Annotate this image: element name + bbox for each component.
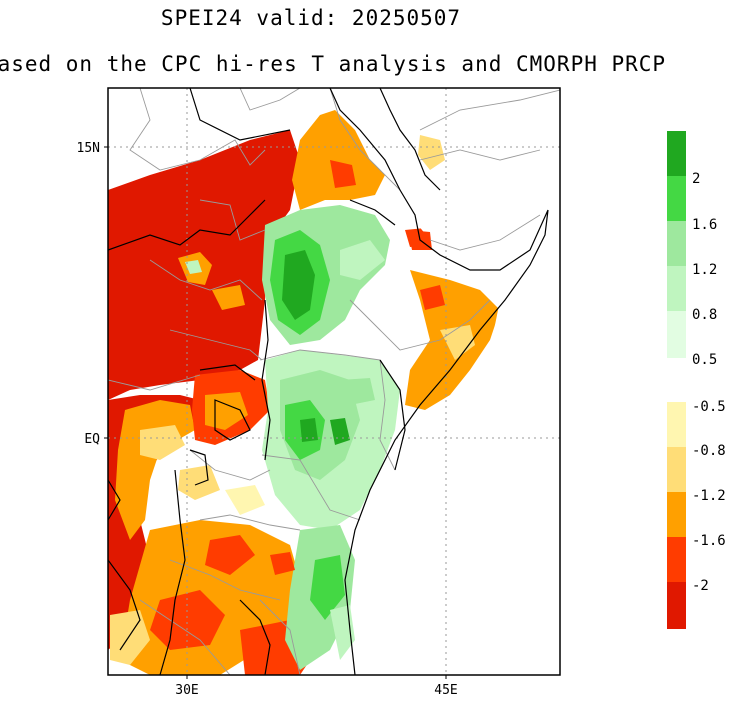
lat-tick-eq: EQ xyxy=(84,432,100,447)
colorbar-swatch-2 xyxy=(667,176,686,221)
colorbar-swatch-neg-0-5 xyxy=(667,402,686,447)
colorbar-positive xyxy=(667,131,686,358)
colorbar-label-neg-1-6: -1.6 xyxy=(692,533,726,549)
colorbar-swatch-1-6 xyxy=(667,221,686,266)
colorbar-label-0-8: 0.8 xyxy=(692,307,717,323)
colorbar-swatch-1-2 xyxy=(667,266,686,311)
map-gridlines xyxy=(108,88,560,675)
colorbar-swatch-neg-0-8 xyxy=(667,447,686,492)
colorbar-swatch-neg-1-2 xyxy=(667,492,686,537)
map-subtitle: based on the CPC hi-res T analysis and C… xyxy=(0,52,667,76)
colorbar-negative xyxy=(667,402,686,629)
colorbar-label-2: 2 xyxy=(692,171,700,187)
colorbar-swatch-0-8 xyxy=(667,311,686,358)
colorbar-label-0-5: 0.5 xyxy=(692,352,717,368)
map-title: SPEI24 valid: 20250507 xyxy=(160,6,462,30)
coastlines xyxy=(108,88,549,675)
colorbar-label-1-2: 1.2 xyxy=(692,262,717,278)
map-field xyxy=(108,88,560,675)
axis-ticks xyxy=(104,146,447,679)
lon-tick-30e: 30E xyxy=(175,683,198,698)
colorbar-label-neg-0-8: -0.8 xyxy=(692,443,726,459)
map-frame xyxy=(107,87,561,676)
lon-tick-45e: 45E xyxy=(434,683,457,698)
colorbar-swatch-neg-2 xyxy=(667,582,686,629)
colorbar-swatch-neg-1-6 xyxy=(667,537,686,582)
colorbar-swatch-top xyxy=(667,131,686,176)
colorbar-label-neg-2: -2 xyxy=(692,578,709,594)
colorbar-label-neg-1-2: -1.2 xyxy=(692,488,726,504)
country-borders xyxy=(108,88,560,675)
lat-tick-15n: 15N xyxy=(77,141,100,156)
drought-region-eritrea xyxy=(292,110,385,210)
colorbar-label-neg-0-5: -0.5 xyxy=(692,399,726,415)
colorbar-label-1-6: 1.6 xyxy=(692,217,717,233)
